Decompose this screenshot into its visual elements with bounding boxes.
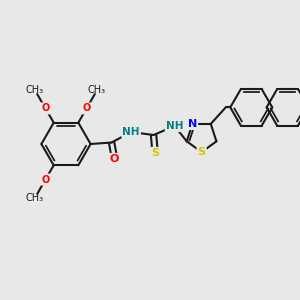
Text: S: S <box>151 148 159 158</box>
Text: CH₃: CH₃ <box>88 85 106 95</box>
Text: O: O <box>41 175 50 184</box>
Text: CH₃: CH₃ <box>26 193 44 203</box>
Text: NH: NH <box>166 121 183 131</box>
Text: NH: NH <box>122 127 140 137</box>
Text: O: O <box>110 154 119 164</box>
Text: O: O <box>41 103 50 113</box>
Text: CH₃: CH₃ <box>26 85 44 95</box>
Text: S: S <box>198 147 206 157</box>
Text: O: O <box>82 103 91 113</box>
Text: N: N <box>188 119 197 129</box>
